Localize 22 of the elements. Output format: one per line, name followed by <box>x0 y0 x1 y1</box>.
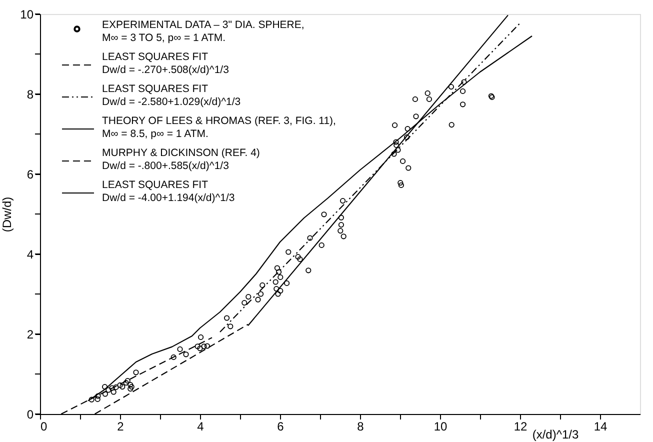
legend-label: LEAST SQUARES FIT Dw/d = -.270+.508(x/d)^1/3 <box>102 51 230 76</box>
y-tick-label: 2 <box>26 328 34 342</box>
legend-label: MURPHY & DICKINSON (REF. 4) Dw/d = -.800+.585(x/d)^1/3 <box>102 147 260 172</box>
x-tick-label: 6 <box>277 420 284 434</box>
legend-label: EXPERIMENTAL DATA – 3" DIA. SPHERE, M∞ = 3 TO 5, p∞ = 1 ATM. <box>102 19 304 44</box>
y-tick-label: 8 <box>26 88 34 102</box>
x-tick-label: 8 <box>357 420 364 434</box>
x-tick-label: 14 <box>594 420 608 434</box>
x-tick-label: 4 <box>197 420 204 434</box>
legend-label: THEORY OF LEES & HROMAS (REF. 3, FIG. 11), M∞ = 8.5, p∞ = 1 ATM. <box>102 115 336 140</box>
legend-label: LEAST SQUARES FIT Dw/d = -4.00+1.194(x/d)^1/3 <box>102 179 235 204</box>
legend-label: LEAST SQUARES FIT Dw/d = -2.580+1.029(x/d)^1/3 <box>102 83 241 108</box>
y-tick-label: 0 <box>26 408 34 422</box>
x-axis-title: (x/d)^1/3 <box>532 428 579 442</box>
y-tick-label: 6 <box>26 168 34 182</box>
y-tick-label: 10 <box>20 8 34 22</box>
x-tick-label: 0 <box>40 420 48 434</box>
x-tick-label: 2 <box>117 420 124 434</box>
x-tick-label: 10 <box>434 420 448 434</box>
y-tick-label: 4 <box>26 248 34 262</box>
x-tick-label: 12 <box>514 420 528 434</box>
y-axis-title: (Dw/d) <box>0 196 14 232</box>
